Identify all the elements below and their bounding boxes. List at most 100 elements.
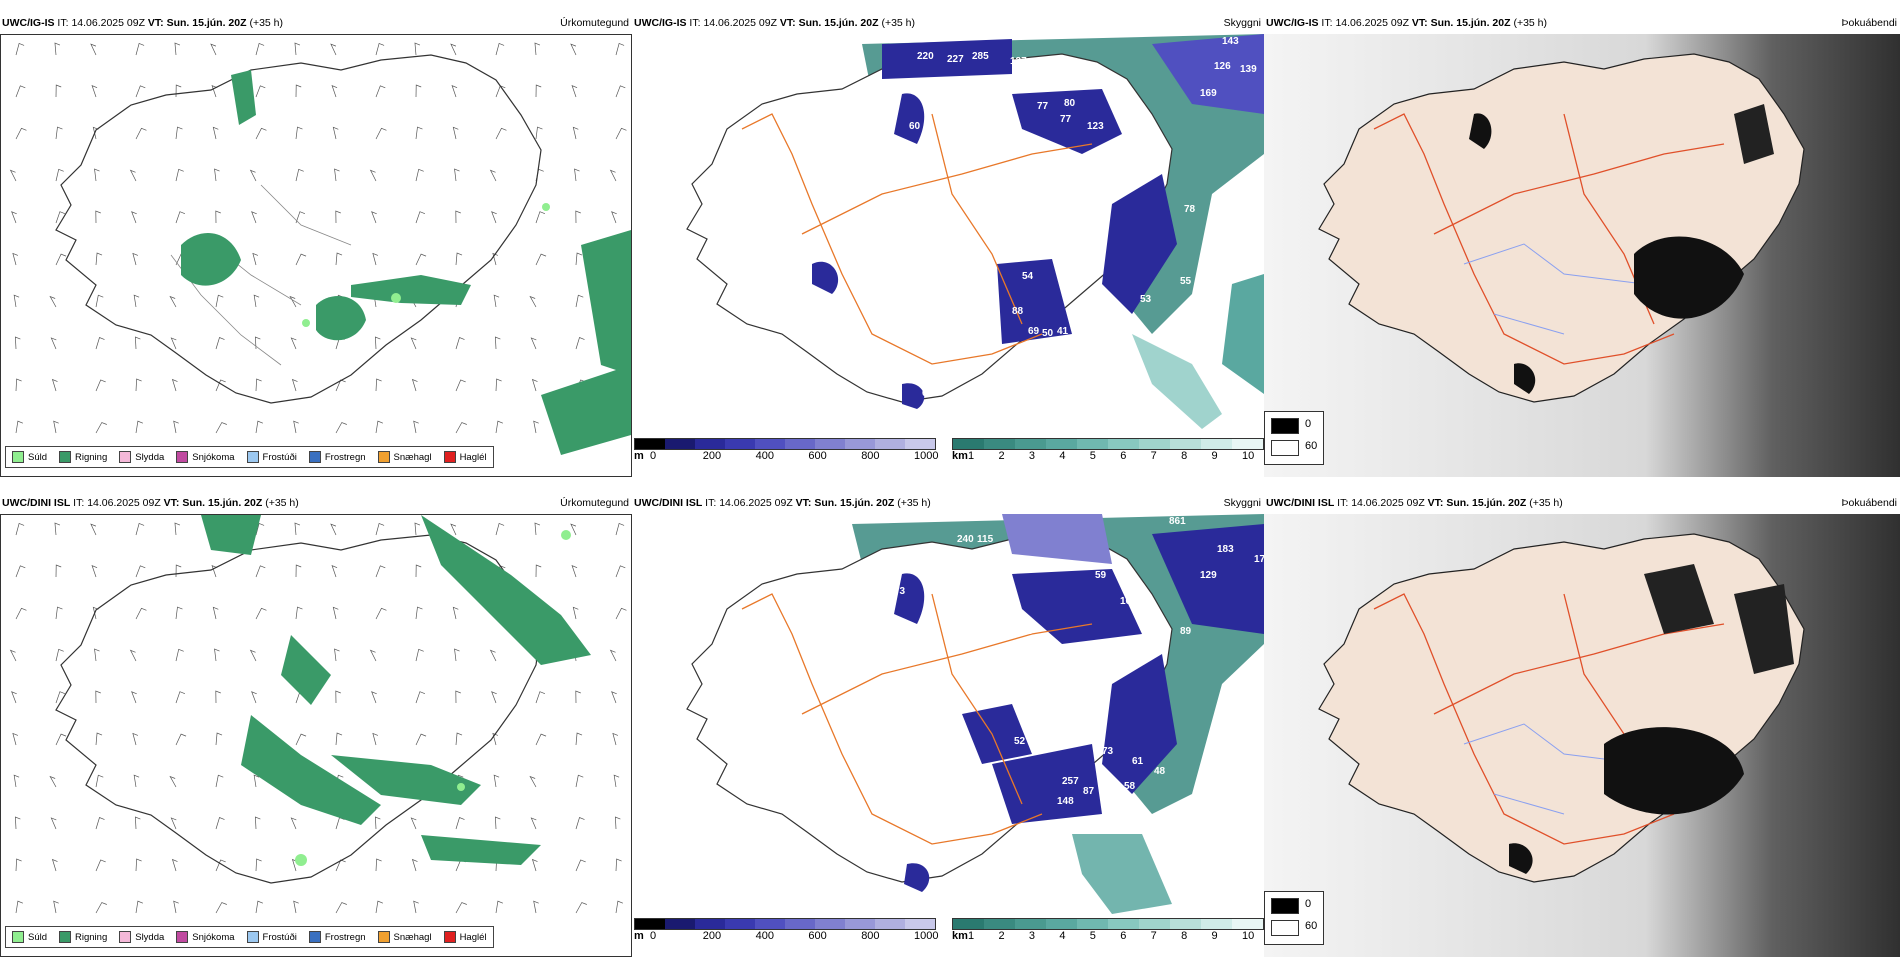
fog-legend-swatch-1 (1271, 440, 1299, 456)
wind-barb (335, 732, 343, 746)
visibility-colorbar (952, 918, 1264, 930)
legend-swatch (246, 451, 259, 463)
wind-barb (171, 378, 178, 392)
wind-barb (415, 211, 426, 224)
wind-barb (9, 649, 17, 662)
panel-header: UWC/DINI ISL IT: 14.06.2025 09Z VT: Sun.… (0, 492, 632, 514)
wind-barb (615, 42, 625, 56)
panel-title: Skyggni (1223, 17, 1261, 29)
legend-label: Haglél (459, 451, 487, 463)
wind-barb (575, 337, 585, 350)
wind-barb (615, 565, 626, 578)
wind-barb (91, 565, 98, 578)
cloud-base-label: 227 (947, 54, 964, 65)
wind-barb (215, 817, 225, 830)
wind-barb (530, 337, 537, 350)
wind-barb (14, 816, 21, 830)
cloud-base-label: 126 (1214, 61, 1231, 72)
wind-barb (215, 732, 223, 746)
wind-barb (372, 732, 379, 746)
legend-label: Frostúði (262, 931, 297, 943)
legend-swatch (59, 931, 72, 943)
colorbar-step (1015, 439, 1046, 449)
wind-barb (95, 690, 101, 704)
wind-barb (169, 295, 177, 308)
wind-barb (291, 378, 298, 392)
wind-barb (215, 690, 221, 704)
wind-barb (493, 774, 500, 788)
legend-swatch (246, 931, 259, 943)
wind-barb (455, 690, 461, 704)
wind-barb (534, 42, 541, 56)
wind-barb (531, 858, 538, 872)
wind-barb (491, 691, 497, 704)
cloud-base-label: 77 (1060, 114, 1072, 125)
wind-barb (255, 900, 264, 914)
cloud-base-label: 861 (1169, 516, 1186, 527)
wind-barb (415, 606, 423, 620)
wind-barb (534, 522, 541, 536)
wind-barbs (9, 522, 627, 914)
cloud-number-labels: 220 227 285 127 143 126 139 169 60 77 80 77 123 78 38 5… (849, 36, 1257, 399)
wind-barb (492, 252, 499, 266)
cloud-base-label: 77 (1037, 101, 1049, 112)
wind-barb (615, 522, 625, 536)
legend-item: Haglél (443, 451, 487, 463)
legend-item: Frostregn (308, 931, 366, 943)
wind-barb (332, 606, 339, 620)
legend-label: Snjókoma (192, 451, 235, 463)
wind-barb (254, 816, 261, 830)
colorbar-step (1077, 919, 1108, 929)
wind-barb (335, 422, 347, 434)
legend-swatch (377, 451, 390, 463)
wind-barb (454, 648, 460, 662)
legend-swatch (377, 931, 390, 943)
colorbar-step (635, 439, 665, 449)
panel-header: UWC/DINI ISL IT: 14.06.2025 09Z VT: Sun.… (1264, 492, 1900, 514)
wind-barb (451, 85, 458, 98)
colorbar-tick-label: 0 (650, 450, 657, 462)
cloud-base-label: 123 (1087, 121, 1104, 132)
colorbar-step (1077, 439, 1108, 449)
wind-barb (249, 649, 257, 662)
fog-map: 0 60 (1264, 34, 1900, 477)
colorbar-step (905, 439, 935, 449)
legend-swatch (12, 451, 24, 463)
wind-barb (212, 606, 219, 620)
colorbar-tick-label: 3 (1028, 930, 1035, 942)
wind-barb (255, 85, 266, 98)
colorbar-step (1232, 919, 1263, 929)
wind-barb (215, 210, 221, 224)
colorbar-tick-label: 1 (968, 930, 975, 942)
panel-header: UWC/IG-IS IT: 14.06.2025 09Z VT: Sun. 15… (632, 12, 1264, 34)
wind-barb (91, 85, 98, 98)
cloud-base-label: 54 (1022, 271, 1034, 282)
wind-barb (572, 126, 579, 140)
wind-barb (495, 42, 505, 56)
wind-barb (252, 252, 259, 266)
cloud-base-label: 59 (1095, 570, 1107, 581)
cloud-base-label: 88 (1012, 306, 1024, 317)
colorbar-tick-label: 5 (1089, 930, 1096, 942)
wind-barb (55, 691, 66, 704)
wind-barb (489, 649, 497, 662)
wind-barb (135, 378, 142, 392)
wind-barb (414, 522, 421, 536)
legend-label: Snjókoma (192, 931, 235, 943)
cloud-base-label: 87 (1083, 786, 1095, 797)
legend-label: Slydda (135, 451, 165, 463)
wind-barb (572, 606, 579, 620)
wind-barb (334, 168, 340, 182)
fog-panel-bottom: UWC/DINI ISL IT: 14.06.2025 09Z VT: Sun.… (1264, 492, 1900, 957)
wind-barb (375, 565, 386, 578)
wind-barb (571, 85, 578, 98)
wind-barb (575, 859, 586, 872)
wind-barb (214, 648, 220, 662)
wind-barb (570, 523, 577, 536)
wind-barb (615, 607, 627, 620)
wind-barb (255, 607, 267, 620)
wind-barb (454, 168, 460, 182)
wind-barb (531, 378, 538, 392)
